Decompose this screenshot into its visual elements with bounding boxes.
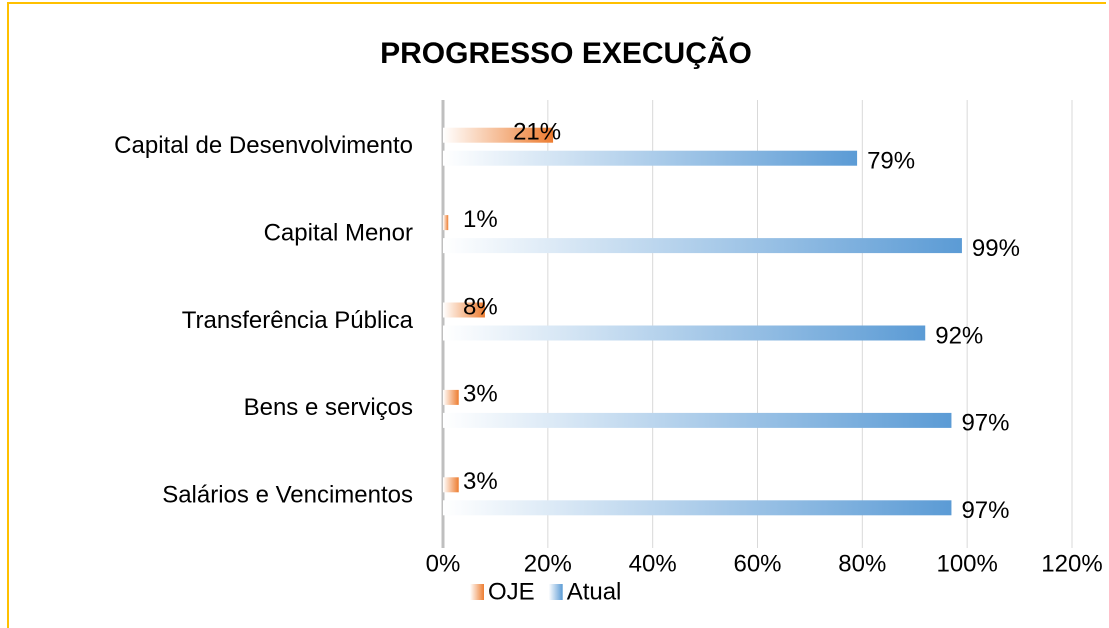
- bar: [443, 238, 962, 254]
- legend-label: Atual: [567, 578, 622, 605]
- data-label: 97%: [961, 497, 1009, 524]
- bar: [443, 127, 554, 143]
- frame: [7, 2, 1106, 628]
- x-tick-label: 60%: [733, 550, 781, 577]
- data-label: 79%: [867, 148, 915, 175]
- data-label: 97%: [961, 410, 1009, 437]
- x-tick-label: 0%: [426, 550, 461, 577]
- legend-swatch: [548, 584, 563, 600]
- chart-title: PROGRESSO EXECUÇÃO: [380, 36, 752, 70]
- y-tick-label: Capital Menor: [264, 219, 413, 246]
- bar: [443, 215, 449, 231]
- x-tick-label: 20%: [524, 550, 572, 577]
- legend-label: OJE: [488, 578, 535, 605]
- data-label: 99%: [972, 235, 1020, 262]
- data-label: 8%: [463, 293, 498, 320]
- y-tick-label: Salários e Vencimentos: [162, 482, 413, 509]
- bar: [443, 325, 926, 341]
- x-tick-label: 100%: [936, 550, 997, 577]
- data-label: 1%: [463, 206, 498, 233]
- x-tick-label: 80%: [838, 550, 886, 577]
- bar: [443, 150, 858, 166]
- bar: [443, 412, 952, 428]
- bar: [443, 477, 459, 493]
- x-tick-label: 40%: [629, 550, 677, 577]
- bar: [443, 302, 485, 318]
- bar: [443, 389, 459, 405]
- data-label: 3%: [463, 381, 498, 408]
- legend-swatch: [470, 584, 484, 600]
- y-tick-label: Bens e serviços: [244, 394, 413, 421]
- y-tick-label: Capital de Desenvolvimento: [114, 132, 413, 159]
- x-tick-label: 120%: [1041, 550, 1102, 577]
- bar: [443, 500, 952, 516]
- data-label: 3%: [463, 468, 498, 495]
- data-label: 92%: [935, 322, 983, 349]
- data-label: 21%: [513, 119, 561, 146]
- y-tick-label: Transferência Pública: [182, 307, 414, 334]
